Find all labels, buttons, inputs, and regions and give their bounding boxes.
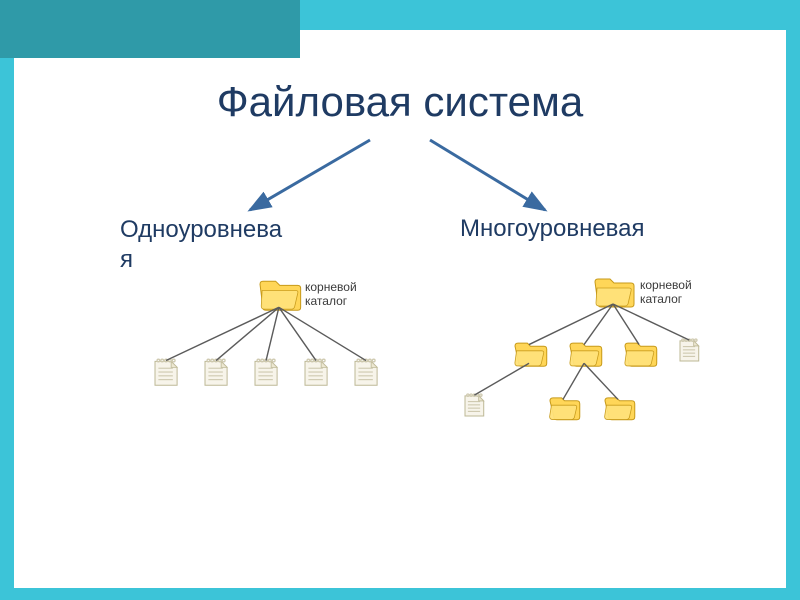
root-caption-flat: корневой каталог (305, 280, 357, 308)
slide: { "frame": { "border_color": "#3cc4d8", … (0, 0, 800, 600)
label-single-level: Одноуровневая (120, 215, 330, 275)
slide-title: Файловая система (0, 78, 800, 126)
label-multi-level: Многоуровневая (460, 215, 645, 243)
root-caption-tree: корневой каталог (640, 278, 692, 306)
